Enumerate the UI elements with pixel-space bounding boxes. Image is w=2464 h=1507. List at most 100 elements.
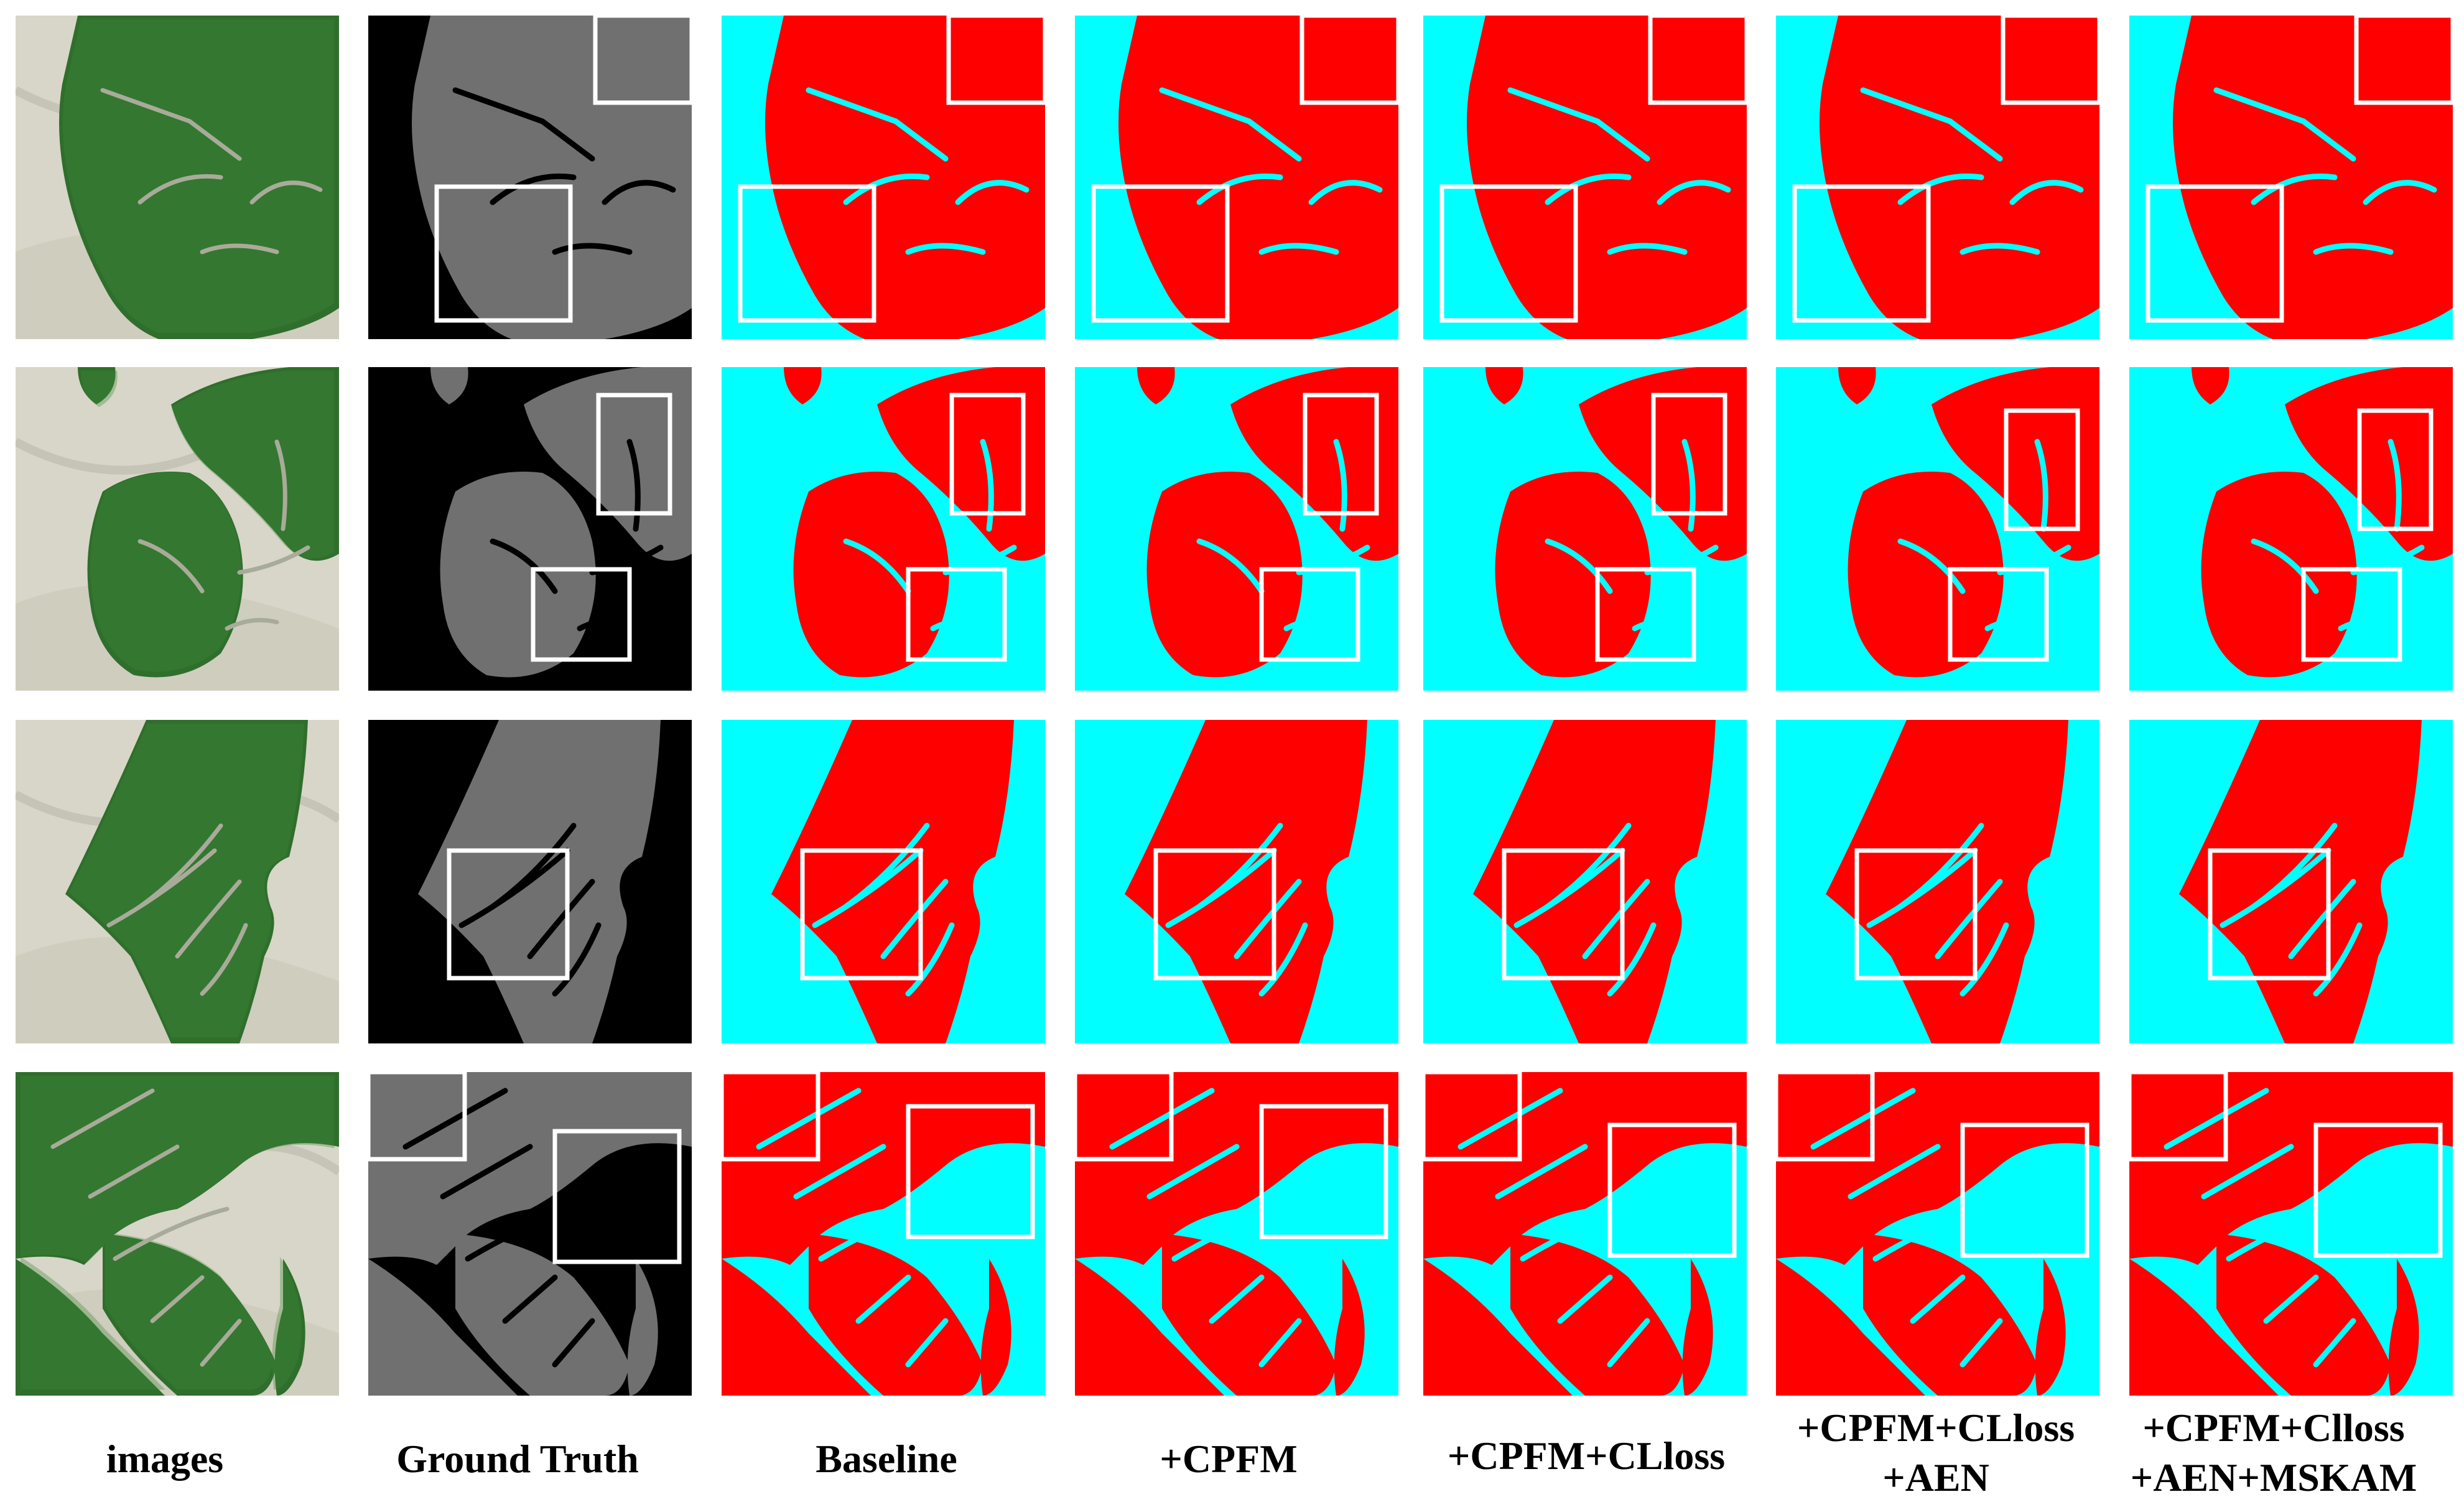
mangrove-region: [1776, 1072, 2099, 1396]
baseline-tile-row-2: [722, 367, 1045, 691]
cpfm-clloss-tile-row-4: [1423, 1072, 1747, 1396]
tidal-channel: [905, 922, 955, 997]
tidal-channel: [1109, 1088, 1215, 1150]
ground-truth-tile-row-4: [368, 1072, 692, 1396]
highlight-box: [1299, 16, 1398, 105]
tidal-channel: [1897, 173, 1984, 205]
tidal-channel: [2226, 1206, 2344, 1262]
tidal-channel: [274, 439, 287, 531]
tidal-channel: [2338, 617, 2394, 632]
tidal-channel: [905, 1318, 949, 1368]
tidal-channel: [552, 922, 602, 997]
highlight-box: [1075, 1072, 1174, 1162]
cpfm-tile-row-4: [1075, 1072, 1398, 1396]
tidal-channel: [1196, 173, 1283, 205]
image-tile-row-3: [16, 720, 339, 1043]
full-model-tile-row-3: [2129, 720, 2453, 1043]
highlight-box: [1948, 567, 2049, 662]
label-cpfm: +CPFM: [1036, 1434, 1421, 1484]
label-baseline: Baseline: [694, 1434, 1079, 1484]
label-images: images: [0, 1434, 358, 1484]
mangrove-region: [2192, 367, 2453, 678]
tidal-channel: [2363, 180, 2437, 205]
tidal-channel: [1308, 180, 1383, 205]
highlight-box: [1792, 184, 1931, 323]
tidal-channel: [2251, 538, 2319, 594]
tidal-channel: [1159, 87, 1302, 162]
label-cpfm-clloss: +CPFM+CLloss: [1393, 1431, 1779, 1481]
baseline-tile-row-1: [722, 16, 1045, 339]
cpfm-clloss-aen-tile-row-1: [1776, 16, 2099, 339]
tidal-channel: [1495, 1144, 1588, 1200]
highlight-box: [946, 16, 1045, 105]
highlight-box: [1259, 567, 1360, 662]
highlight-box: [2004, 408, 2080, 531]
tidal-channel: [756, 1088, 862, 1150]
tidal-channel: [2263, 1274, 2319, 1324]
tidal-channel: [1258, 243, 1339, 255]
highlight-box: [1439, 184, 1578, 323]
tidal-channel: [1935, 879, 2003, 959]
tidal-channel: [880, 879, 949, 959]
highlight-box: [1423, 1072, 1522, 1162]
mangrove-region: [2179, 720, 2422, 1043]
tidal-channel: [1910, 1274, 1966, 1324]
full-model-tile-row-1: [2129, 16, 2453, 339]
highlight-box: [552, 1129, 682, 1264]
tidal-channel: [440, 1144, 533, 1200]
label-ground-truth: Ground Truth: [325, 1434, 710, 1484]
tidal-channel: [490, 538, 558, 594]
mangrove-region: [1826, 720, 2068, 1043]
label-line: +CPFM+CLloss: [1447, 1434, 1726, 1478]
tidal-channel: [1520, 1206, 1638, 1262]
tidal-channel: [50, 1088, 155, 1149]
mangrove-region: [418, 720, 661, 1043]
full-model-tile-row-2: [2129, 367, 2453, 691]
label-cpfm-clloss-aen: +CPFM+CLloss +AEN: [1743, 1403, 2129, 1503]
tidal-channel: [855, 1274, 911, 1324]
label-line: images: [106, 1437, 224, 1481]
tidal-channel: [1283, 617, 1339, 632]
mangrove-region: [78, 367, 339, 678]
highlight-box: [722, 1072, 821, 1162]
highlight-box: [1854, 848, 1978, 981]
tidal-channel: [2251, 823, 2338, 910]
tidal-channel: [200, 923, 248, 996]
tidal-channel: [2164, 1088, 2269, 1150]
tidal-channel: [1457, 1088, 1563, 1150]
tidal-channel: [843, 823, 930, 910]
tidal-channel: [137, 823, 223, 909]
highlight-box: [2354, 16, 2453, 105]
cpfm-clloss-aen-tile-row-4: [1776, 1072, 2099, 1396]
tidal-channel: [150, 1275, 205, 1323]
cpfm-clloss-aen-tile-row-2: [1776, 367, 2099, 691]
tidal-channel: [1196, 823, 1283, 910]
image-tile-row-4: [16, 1072, 339, 1396]
highlight-box: [2146, 184, 2284, 323]
highlight-box: [531, 567, 632, 662]
tidal-channel: [577, 617, 633, 632]
ground-truth-tile-row-1: [368, 16, 692, 339]
mangrove-region: [1473, 720, 1716, 1043]
label-line: +AEN+MSKAM: [2130, 1455, 2417, 1500]
mangrove-region: [784, 367, 1045, 678]
label-line: +CPFM: [1160, 1437, 1298, 1481]
tidal-channel: [1146, 1144, 1240, 1200]
tidal-channel: [1657, 180, 1731, 205]
highlight-box: [596, 393, 672, 516]
highlight-box: [2129, 1072, 2228, 1162]
tidal-channel: [930, 617, 986, 632]
tidal-channel: [1960, 1318, 2003, 1368]
tidal-channel: [527, 879, 595, 959]
cpfm-clloss-aen-tile-row-3: [1776, 720, 2099, 1043]
highlight-box: [1607, 1122, 1737, 1258]
tidal-channel: [200, 1318, 242, 1367]
cpfm-clloss-tile-row-1: [1423, 16, 1747, 339]
tidal-channel: [2313, 1318, 2356, 1368]
tidal-channel: [249, 180, 323, 205]
tidal-channel: [237, 545, 310, 575]
highlight-box: [2313, 1122, 2443, 1258]
tidal-channel: [88, 1144, 180, 1199]
tidal-channel: [2034, 439, 2048, 532]
tidal-channel: [490, 173, 577, 205]
